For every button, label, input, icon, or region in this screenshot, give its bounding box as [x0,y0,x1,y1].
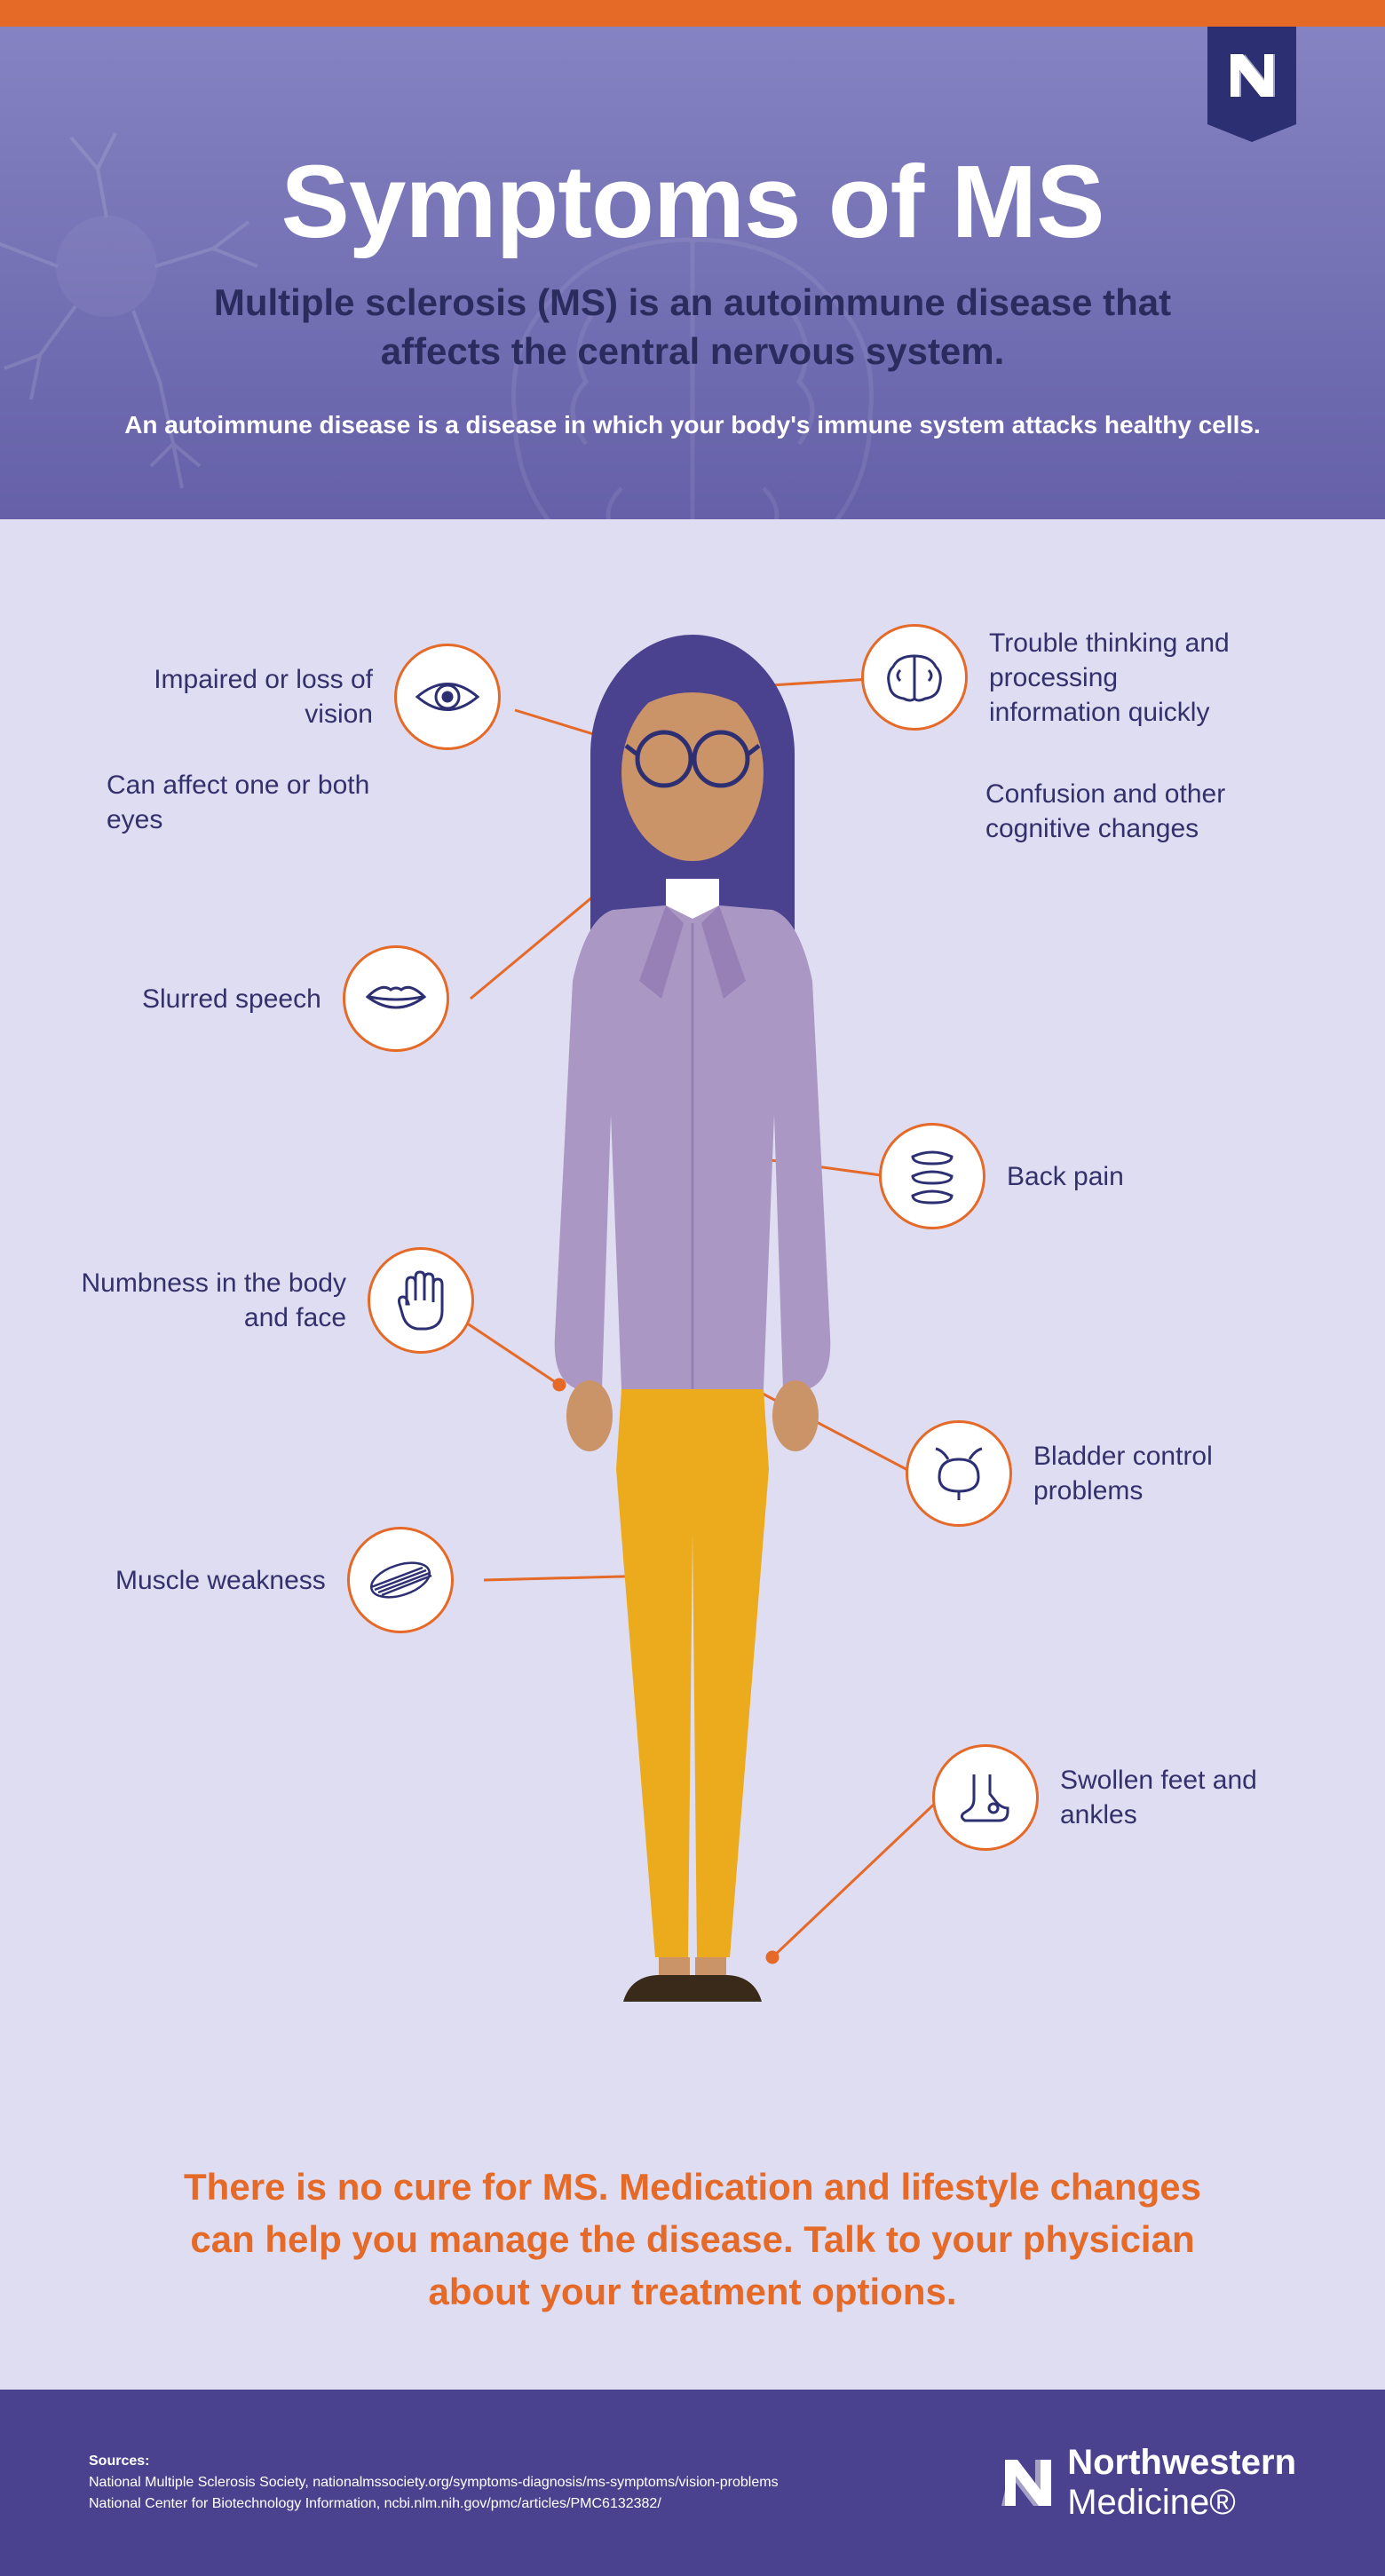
ankle-icon [932,1744,1039,1851]
symptom-muscle: Muscle weakness [115,1527,454,1633]
source-1: National Multiple Sclerosis Society, nat… [89,2472,779,2493]
symptom-feet: Swollen feet and ankles [932,1744,1296,1851]
intro-text: An autoimmune disease is a disease in wh… [107,411,1278,439]
symptom-vision-sub: Can affect one or both eyes [107,768,373,837]
figure-diagram: Impaired or loss of vision Can affect on… [89,617,1296,2108]
footer-section: Sources: National Multiple Sclerosis Soc… [0,2390,1385,2576]
main-title: Symptoms of MS [107,142,1278,261]
symptom-bladder-text: Bladder control problems [1033,1439,1296,1508]
sources-label: Sources: [89,2451,779,2472]
symptoms-section: Impaired or loss of vision Can affect on… [0,519,1385,2389]
source-2: National Center for Biotechnology Inform… [89,2493,779,2515]
header-section: Symptoms of MS Multiple sclerosis (MS) i… [0,27,1385,519]
bladder-icon [906,1420,1012,1527]
infographic-container: Symptoms of MS Multiple sclerosis (MS) i… [0,0,1385,2576]
symptom-numbness-text: Numbness in the body and face [80,1266,346,1335]
nm-logo-text: NorthwesternMedicine® [1067,2443,1296,2523]
symptom-vision: Impaired or loss of vision [107,644,501,750]
symptom-numbness: Numbness in the body and face [80,1247,474,1354]
symptom-speech-text: Slurred speech [142,982,321,1016]
symptom-thinking-text: Trouble thinking and processing informat… [989,626,1255,730]
symptom-speech: Slurred speech [142,945,449,1052]
nm-logo-icon [1000,2454,1057,2511]
symptom-muscle-text: Muscle weakness [115,1563,326,1598]
top-accent-bar [0,0,1385,27]
person-illustration [506,617,879,2019]
bottom-message: There is no cure for MS. Medication and … [160,2161,1225,2318]
symptom-back-text: Back pain [1007,1159,1124,1194]
northwestern-logo: NorthwesternMedicine® [1000,2443,1296,2523]
hand-icon [368,1247,474,1354]
brand-bookmark [1207,27,1296,142]
symptom-thinking: Trouble thinking and processing informat… [861,624,1255,731]
symptom-back: Back pain [879,1123,1124,1229]
eye-icon [394,644,501,750]
symptom-feet-text: Swollen feet and ankles [1060,1763,1296,1832]
spine-icon [879,1123,985,1229]
subtitle: Multiple sclerosis (MS) is an autoimmune… [204,279,1181,375]
symptom-vision-text: Impaired or loss of vision [107,662,373,731]
sources-block: Sources: National Multiple Sclerosis Soc… [89,2451,779,2515]
symptom-bladder: Bladder control problems [906,1420,1296,1527]
brain-icon [861,624,968,731]
muscle-icon [347,1527,454,1633]
symptom-thinking-sub: Confusion and other cognitive changes [985,777,1261,846]
lips-icon [343,945,449,1052]
